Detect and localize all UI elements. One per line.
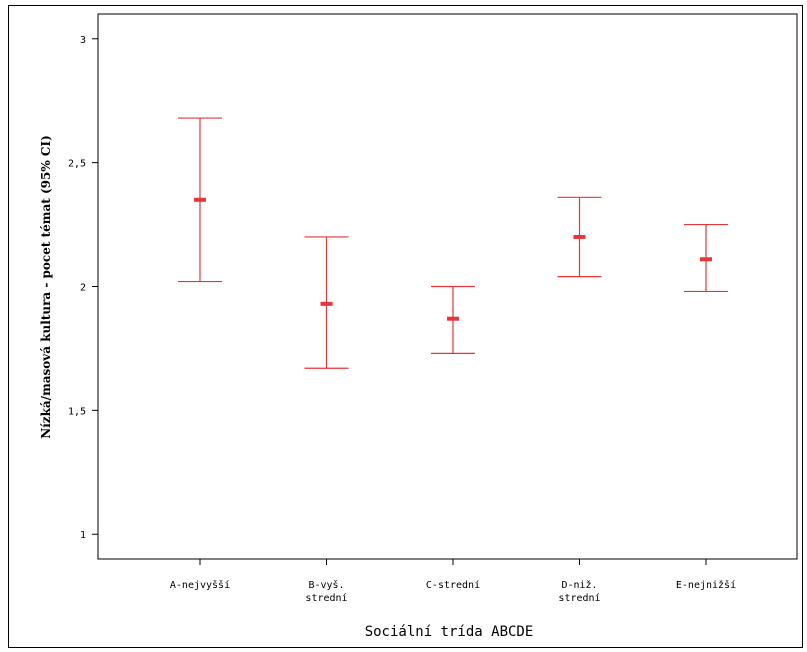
x-tick-label: D-niž. (561, 579, 597, 591)
error-bar (178, 117, 222, 283)
error-bar (431, 285, 475, 354)
x-tick-label: C-strední (426, 579, 480, 591)
y-tick-label: 1 (80, 530, 86, 541)
y-tick-label: 2 (80, 283, 86, 294)
y-tick-label: 2,5 (68, 159, 86, 170)
mean-marker (700, 257, 712, 262)
mean-marker (447, 316, 459, 321)
error-bar (684, 223, 728, 293)
mean-marker (320, 301, 333, 306)
y-axis-label: Nízká/masová kultura - pocet témat (95% … (39, 135, 53, 439)
x-tick-label: strední (558, 592, 600, 604)
y-tick-label: 1,5 (68, 406, 86, 417)
y-tick-label: 3 (80, 35, 86, 46)
x-tick-label: E-nejnižší (676, 579, 736, 591)
error-bars (178, 117, 728, 369)
y-axis: 1 1,5 2 2,5 3 (68, 35, 98, 541)
x-tick-label: strední (305, 592, 347, 604)
x-tick-label: A-nejvyšší (170, 579, 230, 591)
x-tick-label: B-vyš. (308, 579, 344, 591)
x-axis-label: Sociální trída ABCDE (365, 624, 534, 640)
error-bar (304, 236, 349, 369)
error-bar (557, 196, 602, 278)
mean-marker (573, 234, 586, 239)
mean-marker (194, 197, 206, 202)
